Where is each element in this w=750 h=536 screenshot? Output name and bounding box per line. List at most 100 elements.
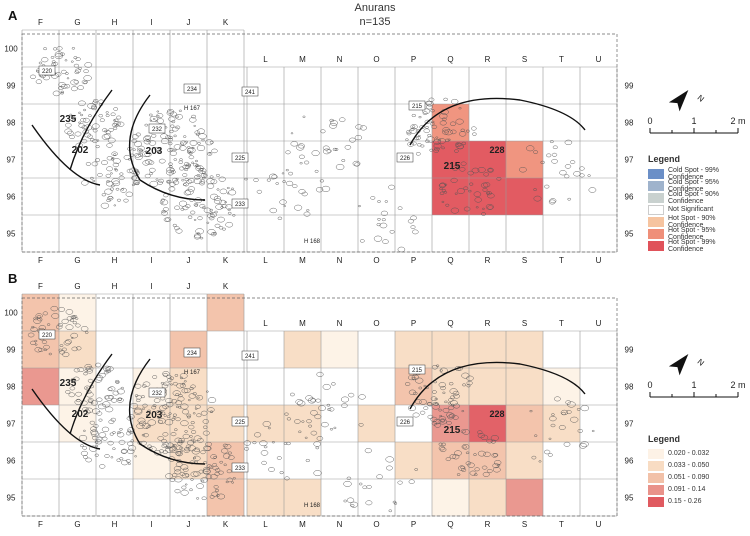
artifact-outline [167, 141, 173, 146]
artifact-outline [194, 159, 199, 163]
artifact-outline [38, 348, 44, 352]
artifact-outline [232, 214, 236, 217]
artifact-outline [166, 180, 171, 184]
artifact-outline [474, 197, 482, 203]
artifact-outline [83, 455, 88, 459]
artifact-outline [175, 400, 183, 406]
artifact-outline [463, 206, 471, 212]
artifact-outline [529, 409, 533, 413]
label-box [148, 123, 166, 134]
row-label-right: 97 [625, 420, 634, 429]
artifact-outline [193, 234, 201, 240]
artifact-outline [209, 208, 213, 212]
artifact-outline [202, 430, 210, 436]
grid-cell-fill [469, 479, 506, 516]
artifact-outline [210, 474, 218, 480]
artifact-outline [73, 63, 79, 68]
artifact-outline [133, 141, 143, 147]
artifact-outline [46, 323, 51, 326]
artifact-outline [564, 139, 573, 146]
artifact-outline [490, 439, 497, 444]
artifact-outline [422, 108, 431, 115]
artifact-outline [110, 172, 113, 175]
artifact-outline [254, 432, 262, 438]
artifact-outline [552, 145, 558, 150]
artifact-outline [491, 453, 498, 458]
artifact-outline [286, 417, 292, 421]
artifact-outline [441, 117, 447, 121]
artifact-outline [169, 150, 177, 156]
grid-cell-fill [22, 294, 59, 331]
artifact-outline [84, 62, 93, 68]
artifact-outline [70, 332, 78, 339]
artifact-outline [410, 128, 415, 131]
legend-a-swatch [648, 228, 664, 239]
artifact-outline [107, 137, 116, 144]
artifact-outline [455, 142, 462, 147]
artifact-outline [180, 450, 183, 453]
legend-b-swatch [648, 460, 664, 471]
column-label-top: O [373, 55, 379, 64]
artifact-outline [149, 119, 153, 122]
artifact-outline [195, 228, 204, 235]
artifact-outline [188, 178, 195, 184]
artifact-outline [440, 369, 443, 372]
artifact-outline [205, 474, 213, 480]
artifact-outline [80, 444, 84, 448]
artifact-outline [60, 69, 67, 74]
artifact-outline [431, 403, 441, 410]
artifact-outline [459, 167, 466, 172]
artifact-outline [188, 155, 195, 160]
artifact-outline [30, 326, 38, 332]
artifact-outline [477, 433, 485, 439]
artifact-outline [88, 367, 92, 370]
artifact-outline [176, 445, 183, 451]
artifact-outline [105, 406, 114, 413]
artifact-outline [110, 112, 116, 117]
artifact-outline [104, 454, 110, 458]
artifact-outline [467, 462, 475, 468]
artifact-outline [170, 432, 177, 437]
column-label-top: P [411, 319, 416, 328]
artifact-outline [97, 172, 103, 177]
artifact-outline [200, 477, 209, 483]
legend-a-item: Not Significant [648, 204, 748, 215]
artifact-outline [120, 386, 124, 390]
label-box [396, 416, 414, 427]
artifact-outline [66, 77, 70, 80]
artifact-outline [134, 152, 141, 158]
artifact-outline [185, 188, 194, 195]
artifact-outline [76, 398, 81, 403]
column-label-top: L [263, 55, 268, 64]
artifact-outline [304, 160, 310, 165]
artifact-outline [551, 413, 555, 416]
artifact-outline [187, 148, 194, 153]
artifact-outline [123, 198, 129, 203]
artifact-outline [314, 414, 322, 420]
artifact-outline [315, 187, 324, 193]
column-label-bottom: P [411, 520, 416, 529]
artifact-outline [486, 438, 493, 444]
artifact-outline [172, 223, 177, 227]
artifact-outline [397, 206, 403, 210]
artifact-outline [440, 386, 446, 391]
grid-cell-fill [247, 479, 284, 516]
artifact-outline [224, 444, 232, 450]
artifact-outline [220, 206, 224, 209]
artifact-outline [82, 406, 89, 412]
artifact-outline [266, 178, 271, 182]
artifact-outline [531, 455, 537, 460]
label-box [38, 329, 56, 340]
small-label: 226 [400, 156, 411, 162]
artifact-outline [196, 144, 206, 152]
artifact-outline [87, 378, 94, 383]
legend-b-title: Legend [648, 434, 681, 444]
artifact-outline [165, 473, 173, 479]
artifact-outline [343, 499, 347, 503]
artifact-outline [119, 172, 124, 176]
artifact-outline [131, 183, 135, 187]
artifact-outline [184, 473, 190, 477]
column-label-bottom: R [485, 256, 491, 265]
artifact-outline [538, 460, 542, 463]
legend-a-label: Cold Spot - 95% Confidence [668, 178, 719, 193]
